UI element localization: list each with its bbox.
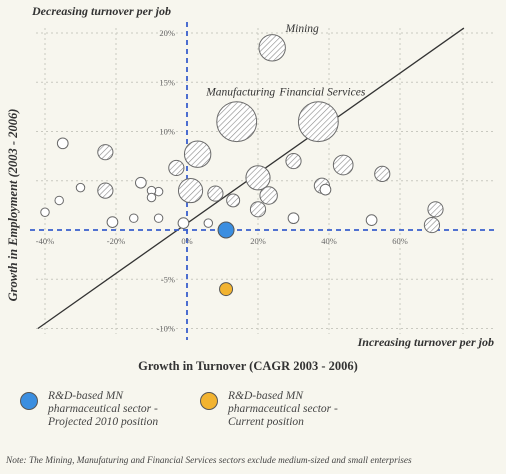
sector-bubble [365, 214, 378, 227]
sector-bubble [40, 207, 50, 218]
sector-bubble [249, 201, 267, 218]
sector-bubble [374, 165, 391, 182]
sector-bubble [207, 185, 224, 202]
sector-bubble [319, 183, 332, 196]
sector-bubble [427, 201, 444, 218]
y-tick-label: 20% [159, 28, 175, 38]
x-axis-title: Growth in Turnover (CAGR 2003 - 2006) [138, 359, 358, 373]
sector-label: Financial Services [278, 87, 365, 99]
sector-bubble [226, 193, 241, 208]
x-tick-label: 0% [181, 236, 192, 246]
sector-bubble [129, 213, 139, 223]
sector-bubble [168, 159, 185, 177]
y-tick-label: 10% [159, 127, 175, 137]
bubbles [40, 34, 444, 234]
sector-label: Mining [285, 23, 319, 35]
sector-bubble [97, 144, 114, 161]
current-position-point [219, 282, 234, 297]
top-left-annotation: Decreasing turnover per job [31, 4, 171, 18]
footnote: Note: The Mining, Manufaturing and Finan… [6, 456, 412, 466]
sector-bubble [183, 140, 212, 168]
sector-bubble [245, 165, 271, 191]
y-tick-label: -5% [161, 274, 175, 284]
sector-bubble [332, 154, 354, 176]
x-tick-label: 20% [250, 236, 266, 246]
legend-swatch-projected [20, 392, 38, 410]
bubble-labels: Mining Manufacturing Financial Services [205, 23, 366, 99]
highlight-points [217, 221, 235, 297]
sector-bubble [177, 217, 190, 229]
legend-label-projected: R&D-based MN pharmaceutical sector - Pro… [48, 390, 159, 428]
sector-bubble [287, 212, 300, 225]
sector-bubble [423, 216, 441, 234]
sector-bubble [177, 178, 204, 204]
legend-swatch-current [200, 392, 218, 410]
sector-label: Manufacturing [205, 87, 275, 99]
y-tick-label: -10% [157, 324, 175, 334]
legend-item-current: R&D-based MN pharmaceutical sector - Cur… [200, 390, 388, 429]
legend-label-current: R&D-based MN pharmaceutical sector - Cur… [228, 390, 338, 428]
sector-bubble [285, 152, 302, 170]
sector-bubble [216, 101, 258, 143]
x-tick-label: -40% [36, 236, 54, 246]
sector-bubble [297, 101, 339, 143]
x-tick-label: 40% [321, 236, 337, 246]
sector-bubble [97, 182, 114, 199]
x-tick-label: 60% [392, 236, 408, 246]
sector-bubble [259, 186, 278, 205]
y-tick-label: 15% [159, 77, 175, 87]
tick-labels: -40% -20% 0% 20% 40% 60% 20% 15% 10% -5% -10% [36, 28, 408, 334]
sector-bubble [56, 137, 69, 150]
sector-bubble [134, 176, 147, 189]
sector-bubble [54, 195, 64, 206]
bottom-right-annotation: Increasing turnover per job [357, 335, 494, 349]
axis-text: Decreasing turnover per job Increasing tu… [6, 4, 494, 373]
legend-item-projected: R&D-based MN pharmaceutical sector - Pro… [20, 390, 208, 429]
sector-bubble [106, 216, 119, 228]
sector-bubble [146, 192, 157, 203]
sector-bubble [153, 213, 164, 223]
sector-bubble [75, 182, 86, 193]
sector-bubble [203, 218, 214, 228]
sector-bubble [258, 34, 286, 62]
projected-2010-point [217, 221, 235, 239]
x-tick-label: -20% [107, 236, 125, 246]
y-axis-title: Growth in Employment (2003 - 2006) [6, 109, 20, 302]
